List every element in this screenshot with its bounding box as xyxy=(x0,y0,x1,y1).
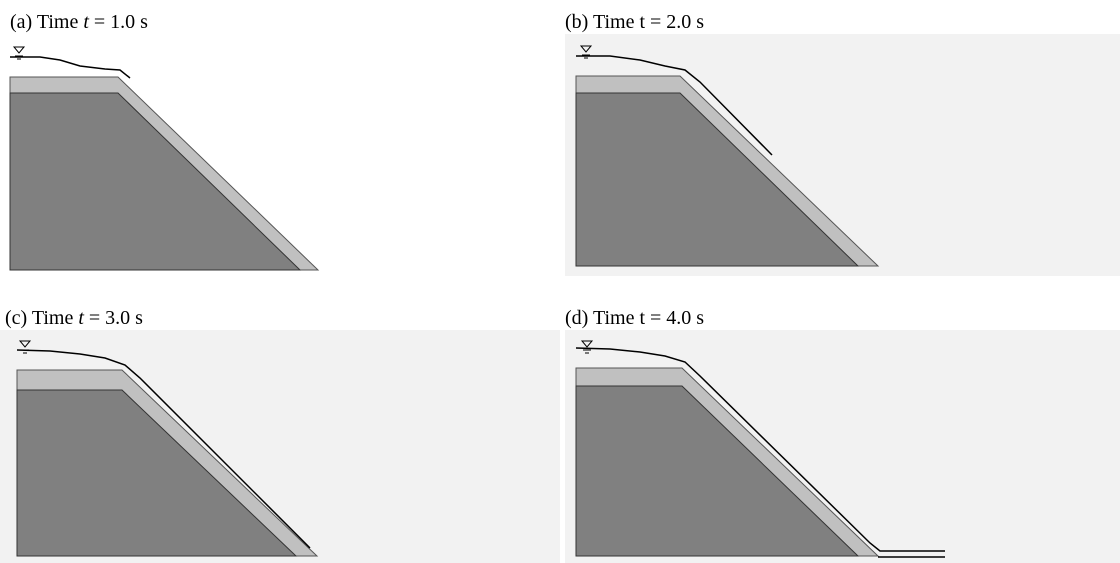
label-text: (d) Time xyxy=(565,307,635,329)
panel-label: (a) Time t = 1.0 s xyxy=(10,11,148,33)
label-text: = 1.0 s xyxy=(94,11,148,33)
label-text: = 3.0 s xyxy=(89,307,143,329)
label-text: (c) Time xyxy=(5,307,73,329)
figure: (a) Time t = 1.0 s (b) Time t = 2.0 s (c… xyxy=(0,0,1120,563)
label-text: (b) Time xyxy=(565,11,635,33)
panel-a xyxy=(10,47,318,270)
label-variable: t xyxy=(639,307,645,329)
panel-label: (c) Time t = 3.0 s xyxy=(5,307,143,329)
panel-label: (d) Time t = 4.0 s xyxy=(565,307,704,329)
label-text: (a) Time xyxy=(10,11,78,33)
label-variable: t xyxy=(83,11,89,33)
label-text: = 2.0 s xyxy=(650,11,704,33)
water-surface xyxy=(10,57,130,78)
label-variable: t xyxy=(78,307,84,329)
label-text: = 4.0 s xyxy=(650,307,704,329)
label-variable: t xyxy=(639,11,645,33)
panel-label: (b) Time t = 2.0 s xyxy=(565,11,704,33)
